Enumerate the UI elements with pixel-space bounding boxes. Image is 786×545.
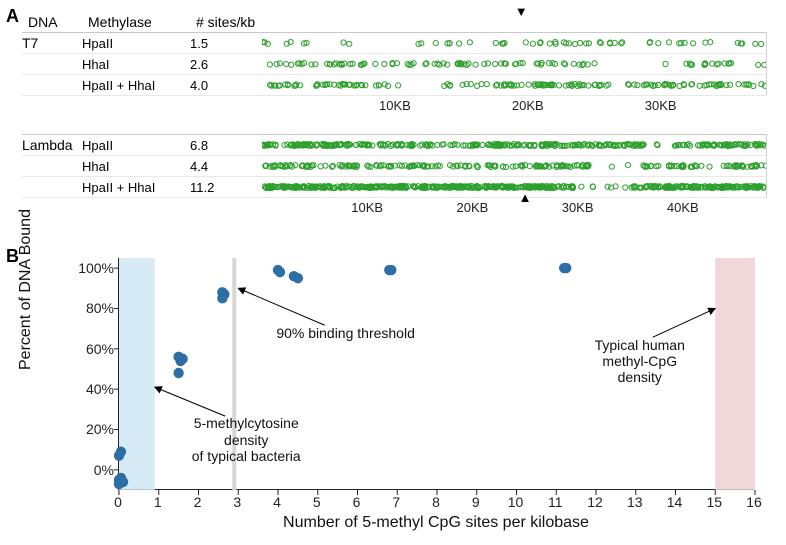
x-tick-label: 12: [587, 494, 603, 510]
y-tick-label: 80%: [86, 300, 114, 316]
x-tick-label: 14: [667, 494, 683, 510]
dna-name: T7: [22, 35, 82, 51]
sites-per-kb: 6.8: [190, 138, 262, 153]
site-track: [262, 75, 767, 95]
site-track: [262, 33, 767, 53]
figure-root: A ▼ DNA Methylase # sites/kb T7HpaII1.5H…: [0, 0, 786, 545]
x-tick-label: 3: [233, 494, 241, 510]
methylase-name: HpaII: [82, 138, 190, 153]
methylase-name: HhaI: [82, 159, 190, 174]
axis-tick-label: 10KB: [379, 98, 411, 113]
sites-per-kb: 1.5: [190, 36, 262, 51]
site-track: [262, 156, 767, 176]
x-tick-label: 8: [432, 494, 440, 510]
methylase-row: LambdaHpaII6.8: [22, 135, 767, 156]
site-track: [262, 177, 767, 197]
x-tick-label: 13: [627, 494, 643, 510]
axis-tick-label: 20KB: [457, 200, 489, 215]
x-tick-label: 15: [706, 494, 722, 510]
genome-axis: 10KB 20KB 30KB 40KB: [22, 198, 767, 218]
dna-block: LambdaHpaII6.8HhaI4.4HpaII + HhaI11.210K…: [22, 134, 767, 218]
annotation-text: Typical humanmethyl-CpGdensity: [565, 337, 715, 385]
x-tick-label: 11: [548, 494, 563, 510]
methylase-row: HpaII + HhaI4.0: [22, 75, 767, 96]
axis-tick-label: 40KB: [667, 200, 699, 215]
methylase-row: T7HpaII1.5: [22, 33, 767, 54]
panel-a-header-row: DNA Methylase # sites/kb: [22, 10, 767, 30]
x-tick-label: 5: [313, 494, 321, 510]
x-tick-label: 6: [353, 494, 361, 510]
header-methylase: Methylase: [88, 14, 196, 30]
marker-bottom-icon: ▲: [519, 190, 532, 205]
annotation-text: 90% binding threshold: [271, 325, 421, 341]
site-track: [262, 135, 767, 155]
y-tick-label: 0%: [94, 462, 114, 478]
panel-a-blocks: T7HpaII1.5HhaI2.6HpaII + HhaI4.010KB20KB…: [22, 32, 767, 218]
genome-axis: 10KB 20KB 30KB: [22, 96, 767, 116]
panel-b: Percent of DNA Bound 0%20%40%60%80%100% …: [30, 250, 770, 535]
x-axis-label: Number of 5-methyl CpG sites per kilobas…: [118, 514, 754, 532]
methylase-name: HpaII: [82, 36, 190, 51]
sites-per-kb: 4.4: [190, 159, 262, 174]
axis-tick-label: 30KB: [645, 98, 677, 113]
panel-a-label: A: [6, 6, 19, 27]
panel-a: ▼ DNA Methylase # sites/kb T7HpaII1.5Hha…: [22, 10, 767, 218]
annotation-text: 5-methylcytosine densityof typical bacte…: [171, 415, 321, 463]
methylase-row: HhaI4.4: [22, 156, 767, 177]
header-dna: DNA: [22, 14, 88, 30]
x-tick-label: 4: [273, 494, 281, 510]
methylase-row: HpaII + HhaI11.2: [22, 177, 767, 198]
methylase-row: HhaI2.6: [22, 54, 767, 75]
x-tick-label: 2: [194, 494, 202, 510]
site-track: [262, 54, 767, 74]
x-tick-label: 0: [114, 494, 122, 510]
sites-per-kb: 4.0: [190, 78, 262, 93]
y-tick-label: 100%: [78, 260, 114, 276]
y-tick-label: 60%: [86, 341, 114, 357]
methylase-name: HpaII + HhaI: [82, 78, 190, 93]
axis-tick-label: 30KB: [562, 200, 594, 215]
y-tick-label: 40%: [86, 381, 114, 397]
y-axis-label: Percent of DNA Bound: [17, 209, 35, 370]
methylase-name: HpaII + HhaI: [82, 180, 190, 195]
header-sites: # sites/kb: [196, 14, 268, 30]
sites-per-kb: 2.6: [190, 57, 262, 72]
axis-tick-label: 10KB: [351, 200, 383, 215]
methylase-name: HhaI: [82, 57, 190, 72]
sites-per-kb: 11.2: [190, 180, 262, 195]
x-tick-label: 7: [392, 494, 400, 510]
y-tick-label: 20%: [86, 421, 114, 437]
dna-block: T7HpaII1.5HhaI2.6HpaII + HhaI4.010KB20KB…: [22, 32, 767, 116]
x-tick-label: 10: [508, 494, 524, 510]
axis-tick-label: 20KB: [512, 98, 544, 113]
dna-name: Lambda: [22, 137, 82, 153]
x-tick-label: 1: [154, 494, 162, 510]
x-tick-label: 9: [472, 494, 480, 510]
x-tick-label: 16: [746, 494, 762, 510]
